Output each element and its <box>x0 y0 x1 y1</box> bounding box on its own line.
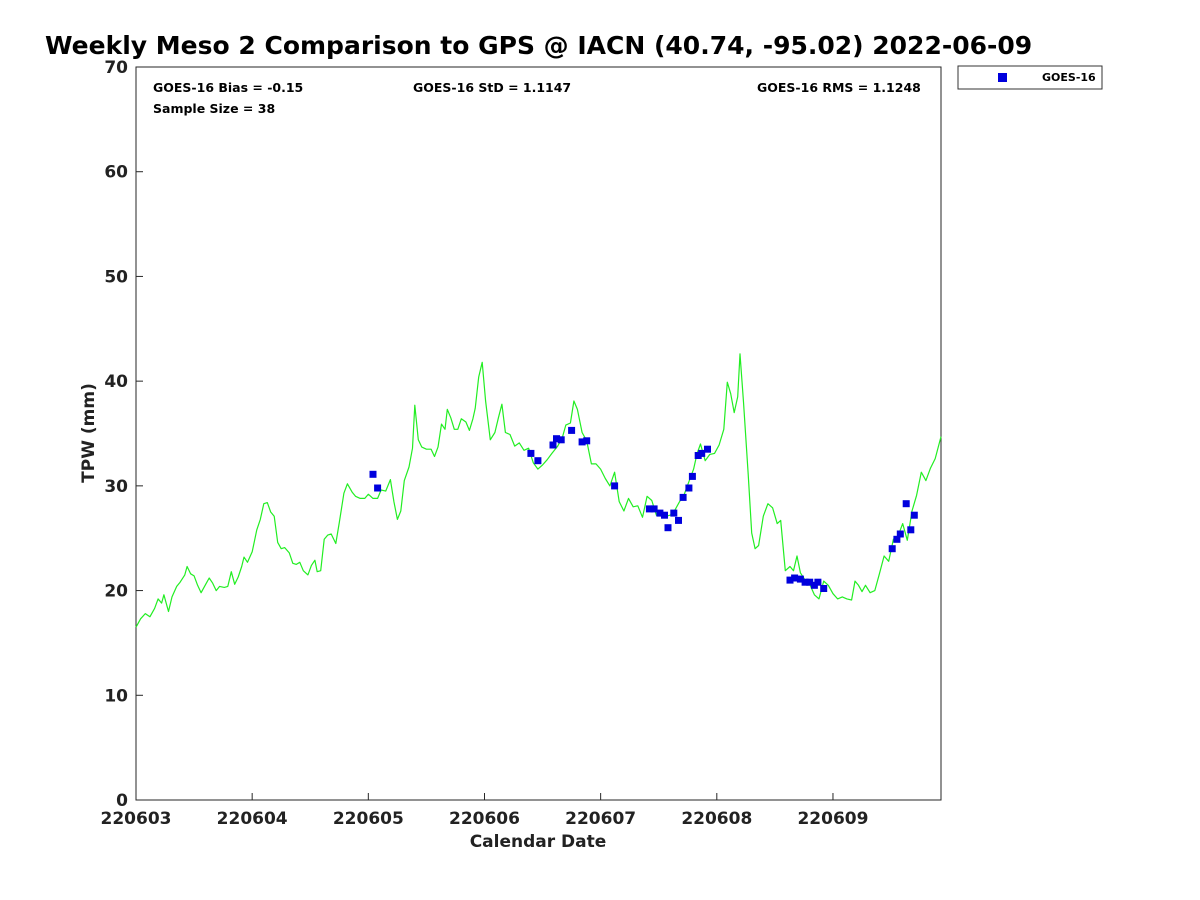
goes16-point <box>902 500 910 508</box>
goes16-point <box>786 576 794 584</box>
goes16-point <box>820 585 828 592</box>
chart-title: Weekly Meso 2 Comparison to GPS @ IACN (… <box>45 31 1032 60</box>
goes16-point <box>611 482 619 490</box>
x-axis-label: Calendar Date <box>470 832 607 852</box>
goes16-point <box>806 578 814 586</box>
legend-box <box>957 65 1103 90</box>
goes16-point <box>907 526 915 534</box>
bias-stat: GOES-16 Bias = -0.15 <box>153 80 303 95</box>
legend-entry-goes16: GOES-16 <box>1042 71 1096 84</box>
y-tick-label: 60 <box>104 163 128 183</box>
goes16-point <box>656 509 664 517</box>
goes16-point <box>578 438 586 446</box>
std-stat: GOES-16 StD = 1.1147 <box>413 80 571 95</box>
goes16-point <box>553 435 560 443</box>
goes16-point <box>698 449 706 457</box>
x-tick-label: 220609 <box>797 809 868 829</box>
goes16-point <box>664 524 672 532</box>
y-tick-label: 70 <box>104 58 128 78</box>
rms-stat: GOES-16 RMS = 1.1248 <box>757 80 921 95</box>
y-tick-label: 40 <box>104 372 128 392</box>
y-axis-label: TPW (mm) <box>79 383 99 483</box>
goes16-point <box>534 457 542 465</box>
y-axis: 0 10 20 30 40 50 60 70 <box>104 58 143 811</box>
x-axis: 220603 220604 220605 220606 220607 220608 2206… <box>101 793 868 829</box>
y-tick-label: 50 <box>104 267 128 287</box>
x-tick-label: 220608 <box>681 809 752 829</box>
gps-line <box>135 353 942 628</box>
goes16-point <box>583 437 591 445</box>
goes16-point <box>549 441 557 449</box>
y-tick-label: 10 <box>104 686 128 706</box>
goes16-point <box>527 449 535 457</box>
goes16-point <box>791 574 799 582</box>
goes16-point <box>704 445 711 453</box>
goes16-point <box>814 578 822 586</box>
goes16-point <box>801 578 809 586</box>
legend-marker <box>998 73 1007 82</box>
goes16-point <box>675 516 682 524</box>
goes16-point <box>568 426 576 434</box>
goes16-point <box>896 530 904 538</box>
x-tick-label: 220604 <box>217 809 288 829</box>
goes16-point <box>685 484 693 492</box>
x-tick-label: 220605 <box>333 809 404 829</box>
y-tick-label: 20 <box>104 582 128 602</box>
goes16-point <box>650 505 658 513</box>
goes16-point <box>796 575 804 583</box>
goes16-point <box>661 511 668 519</box>
plot-area <box>135 66 942 801</box>
goes16-point <box>670 509 678 517</box>
goes16-point <box>893 535 901 543</box>
y-tick-label: 30 <box>104 477 128 497</box>
x-tick-label: 220603 <box>101 809 172 829</box>
goes16-point <box>557 436 565 444</box>
goes16-point <box>910 511 918 519</box>
x-tick-label: 220607 <box>565 809 636 829</box>
goes16-point <box>369 470 377 478</box>
goes16-point <box>888 545 896 553</box>
series-layer <box>135 353 942 628</box>
y-tick-label: 0 <box>116 791 128 811</box>
x-tick-label: 220606 <box>449 809 520 829</box>
goes16-point <box>374 484 382 492</box>
sample-size-stat: Sample Size = 38 <box>153 101 275 116</box>
legend: GOES-16 <box>957 65 1103 90</box>
goes16-point <box>679 493 687 501</box>
goes16-point <box>688 472 696 480</box>
goes16-point <box>645 505 653 513</box>
